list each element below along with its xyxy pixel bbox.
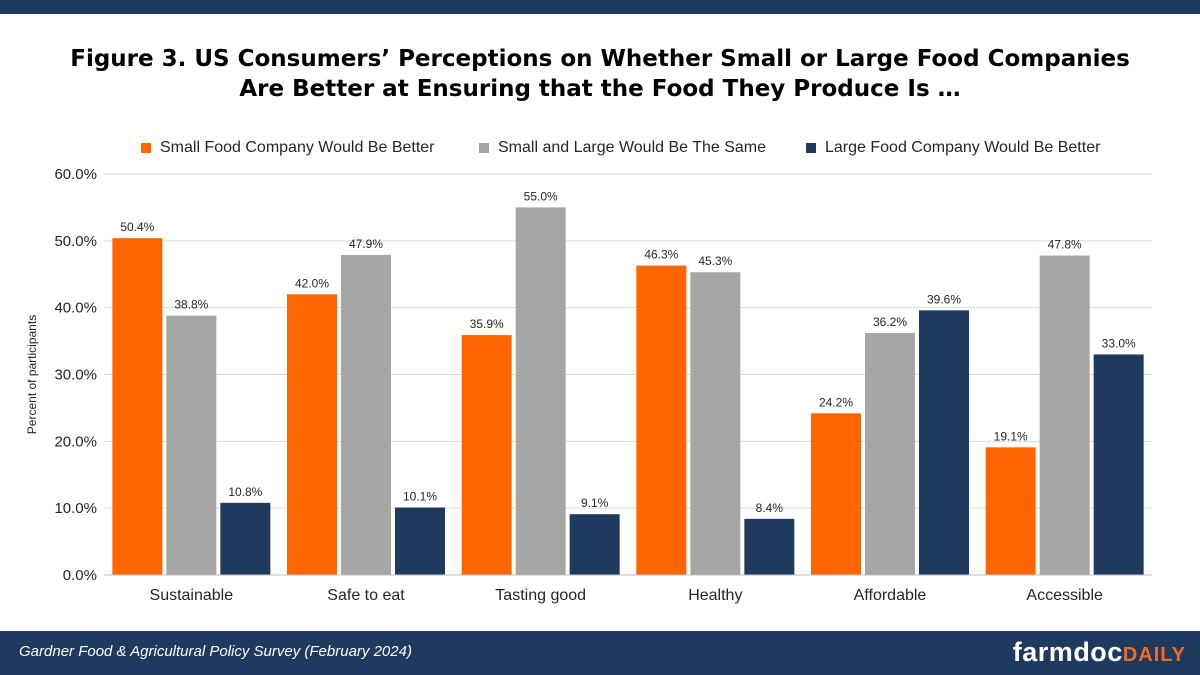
data-label: 10.8% <box>228 485 262 499</box>
bar <box>220 502 271 575</box>
legend-swatch-large <box>806 143 816 153</box>
y-tick-label: 10.0% <box>54 500 97 517</box>
brand-main-text: farmdoc <box>1012 637 1123 667</box>
legend-label-small: Small Food Company Would Be Better <box>160 139 435 156</box>
data-label: 35.9% <box>470 317 504 331</box>
data-label: 10.1% <box>403 489 437 503</box>
bar <box>166 315 217 575</box>
bar <box>636 265 687 575</box>
data-label: 42.0% <box>295 276 329 290</box>
chart-title-line-2: Are Better at Ensuring that the Food The… <box>239 76 961 102</box>
y-tick-label: 50.0% <box>54 233 97 250</box>
legend-item-large: Large Food Company Would Be Better <box>806 139 1100 157</box>
bar <box>1093 354 1144 575</box>
data-label: 9.1% <box>581 496 609 510</box>
data-label: 55.0% <box>524 189 558 203</box>
bar <box>112 238 163 575</box>
top-banner <box>0 0 1200 14</box>
legend-label-same: Small and Large Would Be The Same <box>498 139 767 156</box>
bar <box>865 333 915 575</box>
data-label: 36.2% <box>873 315 907 329</box>
x-tick-label: Sustainable <box>150 587 234 604</box>
data-label: 38.8% <box>174 298 208 312</box>
bar <box>1039 255 1090 575</box>
data-label: 39.6% <box>927 292 961 306</box>
data-label: 47.8% <box>1048 238 1082 252</box>
chart-title: Figure 3. US Consumers’ Perceptions on W… <box>0 44 1200 104</box>
bar <box>919 310 969 575</box>
x-tick-label: Tasting good <box>495 587 586 604</box>
data-label: 46.3% <box>644 248 678 262</box>
y-tick-label: 40.0% <box>54 300 97 317</box>
bar <box>341 254 391 575</box>
data-label: 45.3% <box>698 254 732 268</box>
bar <box>515 207 566 575</box>
brand-accent-text: DAILY <box>1122 644 1186 666</box>
data-label: 33.0% <box>1102 336 1136 350</box>
footer-bar: Gardner Food & Agricultural Policy Surve… <box>0 631 1200 675</box>
y-tick-label: 30.0% <box>54 367 97 384</box>
bar <box>744 518 795 575</box>
x-tick-label: Affordable <box>854 587 927 604</box>
bar <box>690 272 741 575</box>
data-label: 8.4% <box>756 501 784 515</box>
bar-chart: 0.0% 10.0% 20.0% 30.0% 40.0% 50.0% 60.0% Percen… <box>25 166 1152 604</box>
legend-item-small: Small Food Company Would Be Better <box>141 139 435 157</box>
y-tick-label: 20.0% <box>54 433 97 450</box>
source-note: Gardner Food & Agricultural Policy Surve… <box>19 643 412 660</box>
bar <box>461 335 512 575</box>
bar <box>569 514 620 575</box>
bar <box>985 447 1036 575</box>
farmdoc-daily-logo: farmdocDAILY <box>1013 637 1186 668</box>
bar <box>287 294 337 575</box>
data-label: 47.9% <box>349 237 383 251</box>
chart-legend: Small Food Company Would Be Better Small… <box>0 139 1200 161</box>
legend-item-same: Small and Large Would Be The Same <box>479 139 766 157</box>
bar <box>395 507 445 575</box>
chart-title-line-1: Figure 3. US Consumers’ Perceptions on W… <box>70 46 1130 72</box>
y-axis-title: Percent of participants <box>25 315 39 434</box>
legend-swatch-same <box>479 143 489 153</box>
x-tick-label: Accessible <box>1026 587 1103 604</box>
data-label: 50.4% <box>120 220 154 234</box>
legend-swatch-small <box>141 143 151 153</box>
x-tick-label: Healthy <box>688 587 742 604</box>
data-label: 19.1% <box>994 429 1028 443</box>
y-tick-label: 60.0% <box>54 166 97 183</box>
bar <box>811 413 861 575</box>
y-tick-label: 0.0% <box>63 567 97 584</box>
x-tick-label: Safe to eat <box>327 587 405 604</box>
legend-label-large: Large Food Company Would Be Better <box>825 139 1101 156</box>
data-label: 24.2% <box>819 395 853 409</box>
